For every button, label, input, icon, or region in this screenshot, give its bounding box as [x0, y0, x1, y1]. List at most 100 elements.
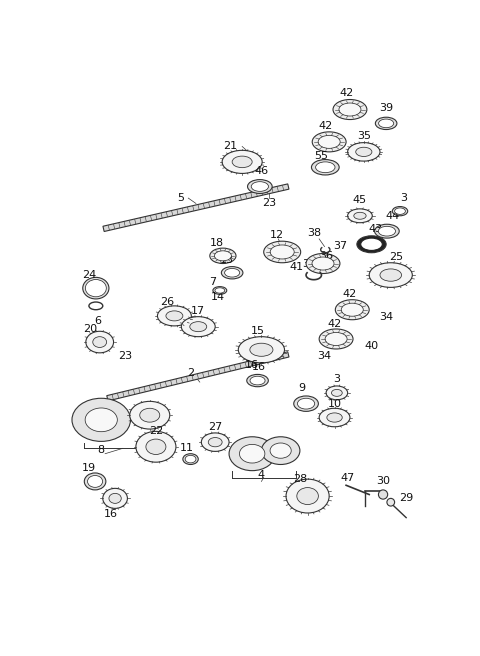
- Text: 3: 3: [400, 193, 408, 203]
- Text: 34: 34: [379, 312, 393, 322]
- Ellipse shape: [341, 303, 363, 316]
- Ellipse shape: [250, 377, 265, 385]
- Text: 5: 5: [177, 193, 184, 203]
- Text: 11: 11: [180, 443, 194, 453]
- Text: 42: 42: [318, 121, 333, 131]
- Ellipse shape: [270, 245, 294, 259]
- Text: 42: 42: [327, 319, 342, 329]
- Ellipse shape: [392, 207, 408, 216]
- Ellipse shape: [318, 135, 340, 148]
- Text: 9: 9: [299, 383, 306, 393]
- Text: 30: 30: [376, 476, 390, 485]
- Ellipse shape: [298, 398, 315, 409]
- Text: 25: 25: [389, 253, 403, 262]
- Ellipse shape: [262, 437, 300, 464]
- Ellipse shape: [83, 277, 109, 299]
- Ellipse shape: [247, 375, 268, 387]
- Ellipse shape: [221, 266, 243, 279]
- Ellipse shape: [327, 413, 342, 422]
- Ellipse shape: [87, 476, 103, 487]
- Ellipse shape: [312, 132, 346, 152]
- Text: 18: 18: [210, 237, 224, 248]
- Ellipse shape: [297, 487, 318, 504]
- Text: 7: 7: [209, 277, 216, 287]
- Text: 16: 16: [252, 361, 266, 372]
- Text: 36: 36: [319, 251, 333, 261]
- Text: 23: 23: [262, 199, 276, 209]
- Ellipse shape: [181, 317, 215, 337]
- Ellipse shape: [130, 401, 170, 429]
- Ellipse shape: [210, 248, 236, 264]
- Text: 4: 4: [258, 470, 265, 480]
- Ellipse shape: [312, 159, 339, 175]
- Text: 55: 55: [314, 151, 328, 161]
- Ellipse shape: [201, 433, 229, 451]
- Text: 3: 3: [333, 374, 340, 384]
- Text: 42: 42: [339, 88, 353, 98]
- Polygon shape: [107, 352, 289, 401]
- Ellipse shape: [374, 224, 399, 238]
- Text: 27: 27: [208, 422, 222, 432]
- Ellipse shape: [190, 321, 207, 332]
- Text: 26: 26: [160, 297, 175, 307]
- Ellipse shape: [379, 119, 394, 128]
- Ellipse shape: [103, 488, 127, 508]
- Text: 19: 19: [82, 462, 96, 472]
- Ellipse shape: [333, 100, 367, 119]
- Text: 46: 46: [254, 166, 268, 176]
- Ellipse shape: [85, 408, 117, 432]
- Ellipse shape: [312, 257, 334, 270]
- Ellipse shape: [215, 251, 231, 261]
- Text: 12: 12: [270, 230, 284, 240]
- Text: 47: 47: [340, 472, 355, 483]
- Text: 23: 23: [118, 351, 132, 361]
- Ellipse shape: [325, 333, 347, 346]
- Ellipse shape: [166, 311, 183, 321]
- Ellipse shape: [93, 337, 107, 348]
- Ellipse shape: [109, 493, 121, 503]
- Ellipse shape: [183, 454, 198, 464]
- Ellipse shape: [378, 226, 396, 236]
- Ellipse shape: [85, 279, 107, 297]
- Ellipse shape: [348, 209, 372, 222]
- Ellipse shape: [213, 287, 227, 295]
- Circle shape: [387, 499, 395, 506]
- Ellipse shape: [229, 437, 275, 470]
- Text: 24: 24: [83, 270, 97, 280]
- Ellipse shape: [286, 479, 329, 513]
- Ellipse shape: [316, 162, 335, 173]
- Ellipse shape: [264, 241, 300, 263]
- Ellipse shape: [332, 390, 342, 396]
- Text: 10: 10: [327, 399, 342, 409]
- Text: 41: 41: [289, 262, 303, 272]
- Ellipse shape: [336, 300, 369, 319]
- Ellipse shape: [86, 331, 114, 353]
- Ellipse shape: [319, 329, 353, 349]
- Ellipse shape: [339, 103, 361, 116]
- Text: 28: 28: [293, 474, 307, 484]
- Circle shape: [378, 490, 388, 499]
- Text: 45: 45: [353, 195, 367, 205]
- Ellipse shape: [369, 263, 412, 287]
- Text: 21: 21: [224, 142, 238, 152]
- Text: 17: 17: [191, 306, 204, 316]
- Ellipse shape: [140, 408, 160, 422]
- Text: 22: 22: [149, 426, 163, 436]
- Text: 38: 38: [307, 228, 321, 237]
- Ellipse shape: [185, 455, 196, 463]
- Ellipse shape: [380, 269, 402, 281]
- Ellipse shape: [395, 208, 406, 215]
- Ellipse shape: [294, 396, 318, 411]
- Ellipse shape: [361, 238, 382, 251]
- Ellipse shape: [84, 473, 106, 490]
- Ellipse shape: [232, 156, 252, 168]
- Text: 2: 2: [187, 368, 194, 378]
- Ellipse shape: [157, 306, 192, 326]
- Text: 39: 39: [379, 103, 393, 113]
- Ellipse shape: [354, 213, 366, 219]
- Ellipse shape: [146, 439, 166, 455]
- Ellipse shape: [72, 398, 131, 441]
- Text: 15: 15: [251, 326, 264, 337]
- Text: 6: 6: [95, 316, 102, 326]
- Ellipse shape: [319, 408, 350, 427]
